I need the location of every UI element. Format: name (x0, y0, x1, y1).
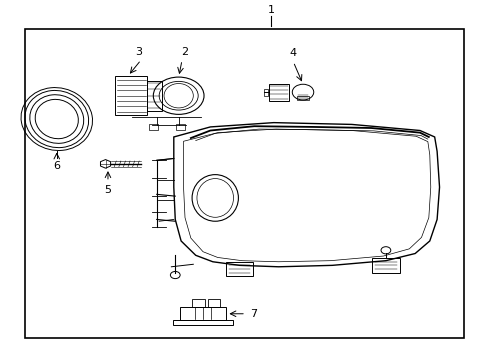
Bar (172, 320, 233, 324)
Bar (192, 299, 204, 307)
Text: 7: 7 (249, 309, 257, 319)
Text: 6: 6 (53, 161, 60, 171)
Text: 2: 2 (181, 47, 188, 57)
Bar (263, 89, 268, 96)
Text: 4: 4 (289, 48, 296, 58)
Bar (269, 84, 288, 101)
Text: 5: 5 (104, 185, 111, 195)
Bar (115, 76, 147, 116)
Bar (147, 81, 161, 111)
Bar (207, 299, 220, 307)
Bar (225, 262, 253, 276)
Bar (179, 307, 226, 320)
Bar (371, 258, 399, 273)
Bar (297, 96, 308, 100)
Bar (176, 125, 184, 130)
Bar (25, 30, 463, 338)
Text: 3: 3 (134, 47, 142, 57)
Bar (149, 125, 158, 130)
Text: 1: 1 (267, 5, 274, 15)
